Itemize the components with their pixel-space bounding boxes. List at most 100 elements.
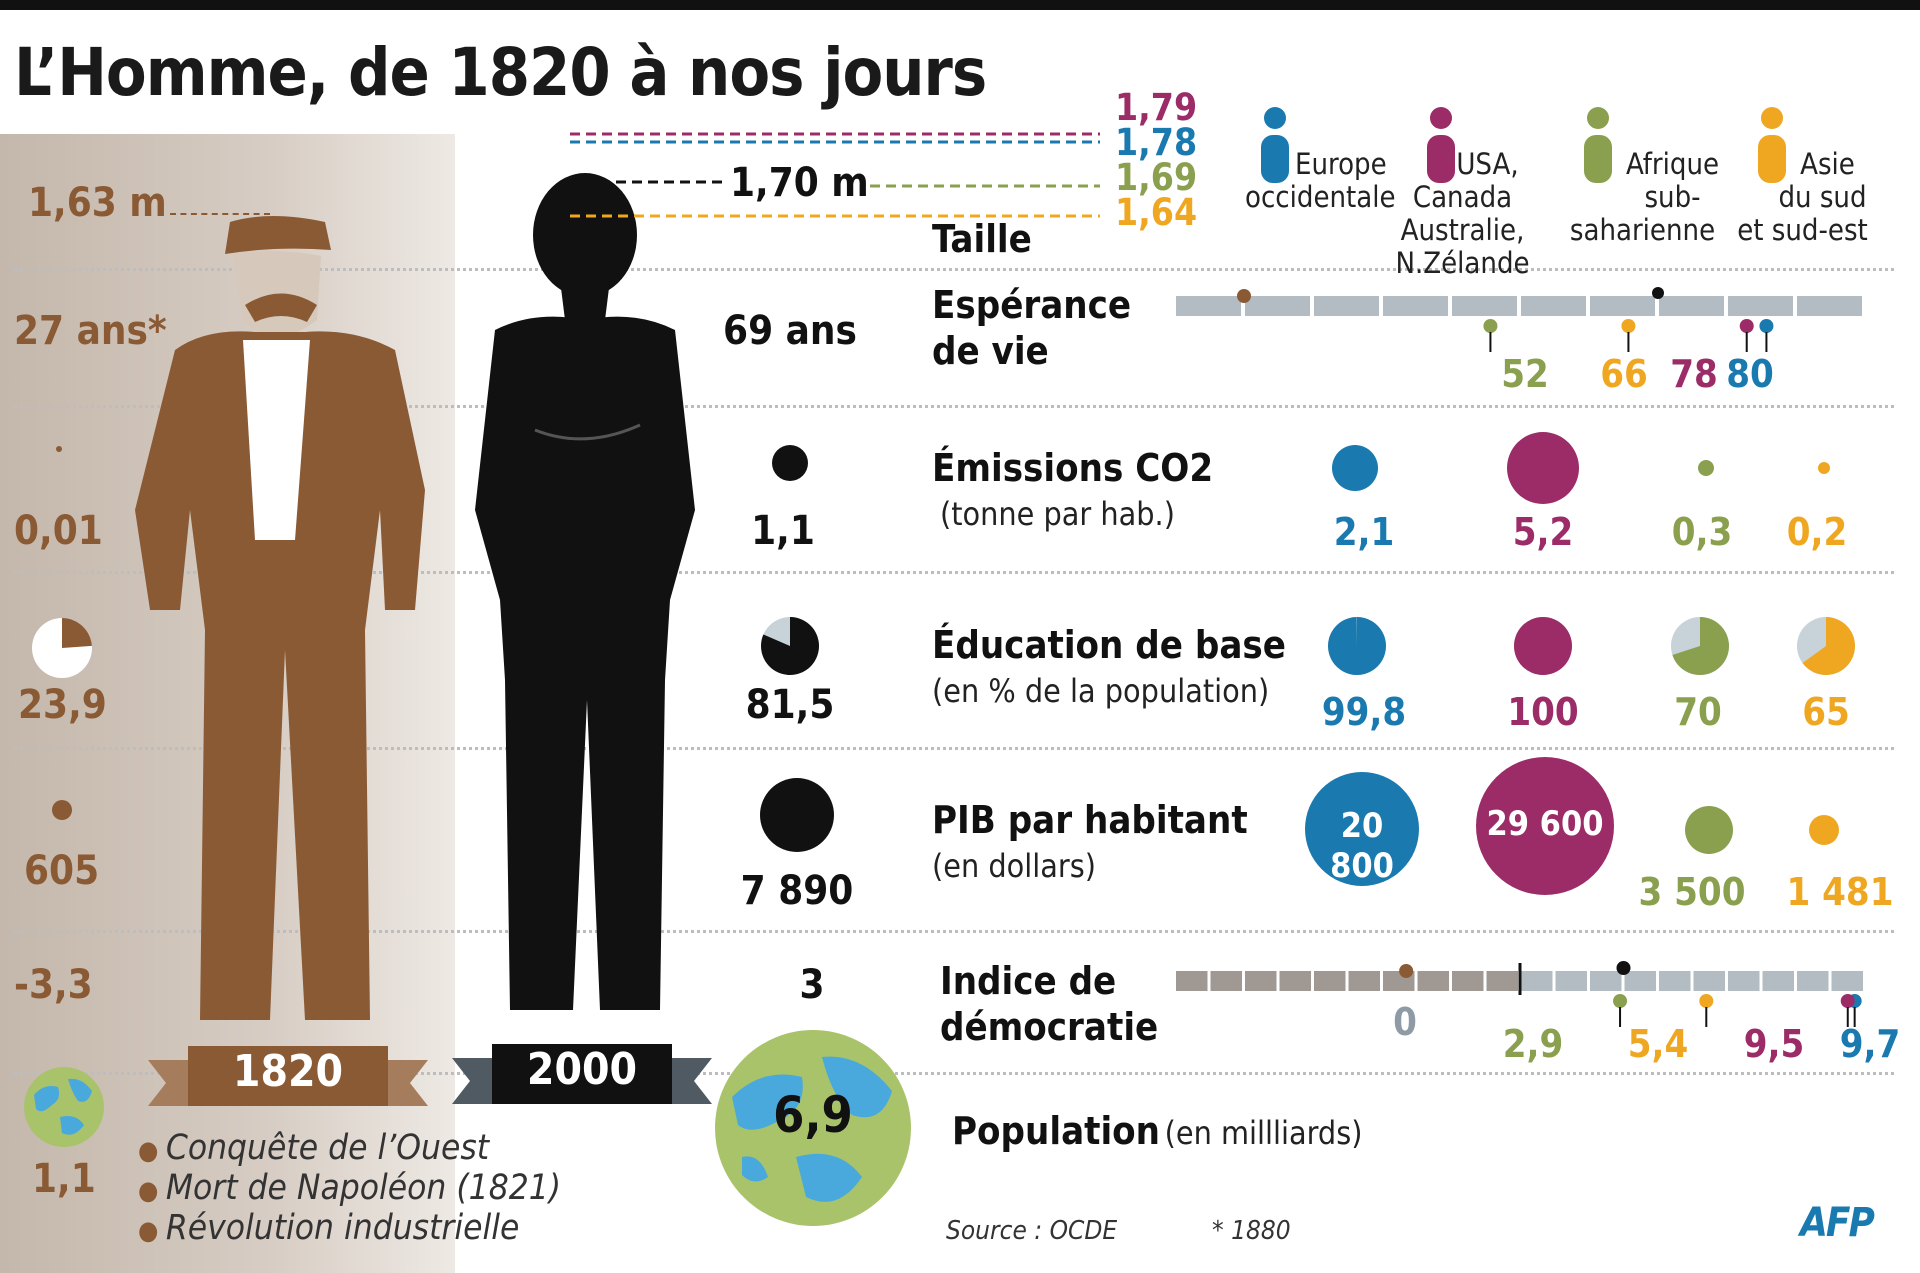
democracy-2000-marker [1616,961,1631,975]
co2-us-value: 5,2 [1512,510,1574,554]
height-level-as: 1,64 [1115,191,1198,234]
democracy-scale-segment [1590,971,1622,991]
legend-as-line: et sud-est [1737,213,1868,247]
co2-af-circle [1698,460,1714,476]
co2-row-title: Émissions CO2 [932,446,1214,490]
population-subtitle: (en millliards) [1164,1114,1363,1152]
democracy-scale-segment [1762,971,1794,991]
life-scale-segment [1590,296,1655,316]
democracy-scale-segment [1314,971,1346,991]
legend-af: Afrique sub- saharienne [1565,148,1720,247]
life-scale-segment [1452,296,1517,316]
height-level-us: 1,79 [1115,86,1198,129]
edu-us-value: 100 [1507,690,1579,734]
democracy-title-line: Indice de [940,959,1117,1003]
row-separator [14,268,1894,271]
democracy-scale-segment [1279,971,1311,991]
man-2000-silhouette-icon [475,173,695,1010]
gdp-2000-value: 7 890 [740,868,854,914]
legend-as-line: Asie [1800,147,1855,181]
globe-2000-icon [715,1030,911,1226]
gdp-1820-dot [52,800,72,820]
page-title: L’Homme, de 1820 à nos jours [14,34,987,111]
edu-2000-value: 81,5 [745,682,835,728]
row-separator [14,747,1894,750]
pop-1820-value: 1,1 [32,1156,96,1202]
life-scale-segment [1314,296,1379,316]
co2-1820-value: 0,01 [14,508,103,554]
population-title: Population [952,1109,1161,1153]
row-separator [14,571,1894,574]
democracy-scale-segment [1797,971,1829,991]
row-separator [14,405,1894,408]
democracy-scale-segment [1176,971,1208,991]
life-as-marker [1621,319,1636,333]
man-1820-silhouette-icon [135,216,425,1020]
democracy-scale-segment [1659,971,1691,991]
life-scale-segment [1728,296,1793,316]
afp-logo: AFP [1800,1200,1875,1246]
edu-as-value: 65 [1802,690,1850,734]
democracy-row-title: Indice de démocratie [940,958,1158,1050]
democracy-scale-segment [1624,971,1656,991]
democracy-scale-segment [1486,971,1518,991]
democracy-us-marker [1840,994,1855,1008]
co2-eu-circle [1332,445,1378,491]
life-row-title: Espérance de vie [932,282,1131,374]
ribbon-2000-icon [452,1044,712,1104]
edu-1820-value: 23,9 [18,682,107,728]
life-scale-segment [1659,296,1724,316]
legend-us-line: Canada [1412,180,1513,214]
edu-af-value: 70 [1674,690,1722,734]
co2-af-value: 0,3 [1671,510,1733,554]
life-2000-marker [1652,287,1664,299]
gdp-af-value: 3 500 [1638,870,1746,914]
co2-as-circle [1818,462,1830,474]
height-1820-value: 1,63 m [28,180,167,226]
democracy-2000-value: 3 [799,962,825,1008]
ribbon-1820-icon [148,1046,428,1106]
legend-af-line: saharienne [1569,213,1716,247]
height-2000-value: 1,70 m [730,160,869,206]
life-af-value: 52 [1501,352,1549,396]
life-scale-segment [1176,296,1241,316]
person-icon-as [1758,107,1786,183]
democracy-scale-segment [1245,971,1277,991]
life-scale-segment [1521,296,1586,316]
pop-2000-value: 6,9 [773,1086,853,1144]
life-title-line: Espérance [932,283,1132,327]
democracy-scale-segment [1348,971,1380,991]
legend-eu-line: Europe [1295,147,1387,181]
co2-us-circle [1507,432,1579,504]
co2-eu-value: 2,1 [1333,510,1395,554]
legend-as: Asie du sud et sud-est [1735,148,1870,247]
democracy-as-value: 5,4 [1627,1022,1689,1066]
democracy-scale-segment [1831,971,1863,991]
legend-us: USA, Canada Australie, N.Zélande [1395,148,1530,280]
edu-as-pie-slice [1802,617,1855,675]
democracy-scale-segment [1521,971,1553,991]
gdp-eu-circle [1305,772,1419,886]
life-af-marker [1483,319,1498,333]
height-row-title: Taille [932,217,1032,261]
gdp-eu-value: 20 800 [1330,806,1394,886]
person-icon-us [1427,107,1455,183]
life-eu-value: 80 [1726,352,1774,396]
gdp-2000-circle [760,778,834,852]
year-1820-label: 1820 [232,1046,344,1097]
height-level-eu: 1,78 [1115,121,1198,164]
height-guides [570,132,1100,218]
edu-row-title: Éducation de base [932,623,1286,667]
democracy-1820-marker [1399,964,1414,978]
life-us-value: 78 [1670,352,1718,396]
event-item: Conquête de l’Ouest [138,1128,489,1168]
legend-us-line: Australie, [1400,213,1525,247]
life-title-line: de vie [932,329,1049,373]
life-2000-value: 69 ans [723,308,857,354]
democracy-af-marker [1613,994,1628,1008]
height-1820-guide [170,213,270,215]
democracy-as-marker [1699,994,1714,1008]
legend-af-line: sub- [1644,180,1701,214]
